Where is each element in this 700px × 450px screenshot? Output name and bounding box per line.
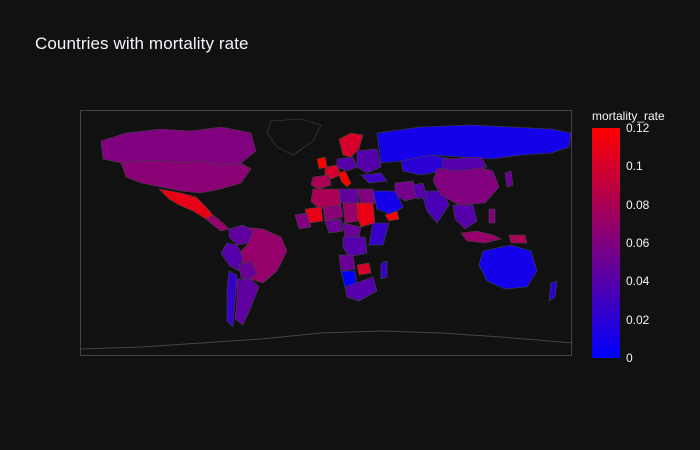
country-niger[interactable] <box>322 204 344 222</box>
country-usa[interactable] <box>120 160 252 194</box>
country-greenland[interactable] <box>266 118 322 156</box>
colorbar-tick-label: 0.12 <box>626 121 650 135</box>
colorbar-tick-label: 0.02 <box>626 312 650 327</box>
country-central-africa[interactable] <box>342 222 362 238</box>
country-pakistan[interactable] <box>412 182 428 200</box>
country-turkey[interactable] <box>360 172 388 184</box>
country-dr-congo[interactable] <box>342 236 368 258</box>
country-philippines[interactable] <box>488 208 496 224</box>
country-eastern-europe[interactable] <box>356 148 382 174</box>
country-southeast-asia[interactable] <box>452 204 478 230</box>
country-sudan[interactable] <box>356 202 376 228</box>
colorbar-title: mortality_rate <box>592 109 665 123</box>
world-map-svg[interactable] <box>81 111 573 357</box>
country-peru[interactable] <box>220 242 244 272</box>
country-west-africa[interactable] <box>294 212 312 230</box>
country-japan[interactable] <box>504 170 514 188</box>
country-bolivia[interactable] <box>238 260 258 282</box>
country-indonesia[interactable] <box>460 230 502 244</box>
country-canada[interactable] <box>100 126 257 166</box>
country-australia[interactable] <box>478 244 538 290</box>
country-mongolia[interactable] <box>442 156 488 172</box>
country-egypt[interactable] <box>356 188 376 204</box>
country-southern-africa[interactable] <box>344 276 378 302</box>
colorbar-gradient <box>592 128 620 358</box>
country-madagascar[interactable] <box>380 260 388 280</box>
country-zimbabwe[interactable] <box>356 262 372 276</box>
chart-title: Countries with mortality rate <box>35 34 249 53</box>
country-central-america[interactable] <box>205 214 230 232</box>
colorbar-tick-label: 0.04 <box>626 274 650 289</box>
antarctica-outline <box>81 330 573 350</box>
country-east-africa[interactable] <box>368 222 390 246</box>
country-italy[interactable] <box>338 170 352 188</box>
country-mexico[interactable] <box>158 188 214 220</box>
country-papua-new-guinea[interactable] <box>508 234 528 244</box>
country-argentina[interactable] <box>234 278 260 326</box>
choropleth-map[interactable] <box>80 110 573 357</box>
country-germany-central-europe[interactable] <box>336 156 358 172</box>
country-chad[interactable] <box>342 202 360 224</box>
country-new-zealand[interactable] <box>548 280 558 302</box>
country-angola[interactable] <box>338 254 356 272</box>
colorbar-tick-label: 0.1 <box>626 159 643 174</box>
country-libya[interactable] <box>338 188 360 204</box>
country-yemen[interactable] <box>384 210 400 222</box>
country-chile[interactable] <box>226 270 238 328</box>
country-colombia[interactable] <box>228 224 254 246</box>
country-iberia[interactable] <box>310 174 332 190</box>
colorbar-tick-label: 0.06 <box>626 236 650 250</box>
country-nigeria[interactable] <box>324 218 344 234</box>
colorbar-tick-label: 0 <box>626 351 633 365</box>
colorbar-tick-label: 0.08 <box>626 197 650 212</box>
